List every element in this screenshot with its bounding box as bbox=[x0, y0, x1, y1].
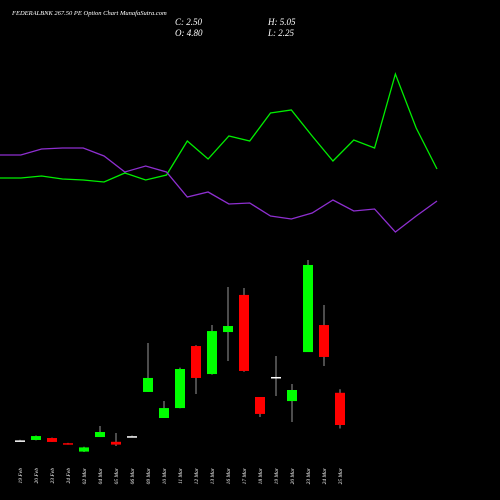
candle-body bbox=[239, 294, 249, 371]
x-tick-label: 13 Mar bbox=[210, 467, 216, 484]
x-tick-label: 23 Feb bbox=[50, 468, 56, 484]
stat-label: C: 2.50 bbox=[175, 17, 203, 27]
x-tick-label: 12 Mar bbox=[194, 467, 200, 484]
candle-body bbox=[223, 326, 233, 333]
candle-body bbox=[159, 408, 169, 418]
candle-body bbox=[15, 440, 25, 442]
x-tick-label: 24 Mar bbox=[321, 467, 328, 484]
x-tick-label: 17 Mar bbox=[242, 467, 248, 484]
candle-body bbox=[63, 443, 73, 445]
candle-body bbox=[143, 377, 153, 392]
stat-label: H: 5.05 bbox=[267, 17, 296, 27]
candle-body bbox=[335, 392, 345, 425]
candle-body bbox=[47, 438, 57, 442]
x-tick-label: 02 Mar bbox=[82, 467, 88, 484]
candle-body bbox=[79, 447, 89, 452]
x-tick-label: 06 Mar bbox=[130, 467, 136, 484]
indicator-line bbox=[0, 71, 438, 183]
x-tick-label: 04 Mar bbox=[97, 467, 104, 484]
x-tick-label: 25 Mar bbox=[338, 467, 344, 484]
candle-body bbox=[287, 390, 297, 402]
x-tick-label: 20 Mar bbox=[290, 467, 296, 484]
candle-body bbox=[207, 331, 217, 375]
candle-body bbox=[127, 436, 137, 438]
indicator-line bbox=[0, 147, 438, 233]
candle-body bbox=[175, 369, 185, 409]
candle-body bbox=[95, 432, 105, 438]
stat-label: L: 2.25 bbox=[267, 28, 295, 38]
candle-body bbox=[191, 346, 201, 378]
x-tick-label: 16 Mar bbox=[226, 467, 232, 484]
x-tick-label: 19 Feb bbox=[18, 468, 24, 484]
stat-label: O: 4.80 bbox=[175, 28, 203, 38]
candle-body bbox=[303, 264, 313, 353]
x-tick-label: 10 Mar bbox=[162, 467, 168, 484]
candle-body bbox=[31, 436, 41, 440]
x-tick-label: 11 Mar bbox=[178, 467, 184, 484]
chart-title: FEDERALBNK 267.50 PE Option Chart Munafa… bbox=[11, 10, 167, 17]
x-tick-label: 23 Mar bbox=[306, 467, 312, 484]
x-tick-label: 09 Mar bbox=[146, 467, 152, 484]
x-tick-label: 05 Mar bbox=[114, 467, 120, 484]
x-tick-label: 19 Mar bbox=[274, 467, 280, 484]
x-tick-label: 20 Feb bbox=[34, 468, 40, 484]
candle-body bbox=[111, 441, 121, 445]
candle-body bbox=[319, 325, 329, 357]
candle-body bbox=[255, 397, 265, 414]
candle-body bbox=[271, 376, 281, 379]
x-tick-label: 24 Feb bbox=[65, 468, 72, 484]
x-tick-label: 18 Mar bbox=[258, 467, 264, 484]
